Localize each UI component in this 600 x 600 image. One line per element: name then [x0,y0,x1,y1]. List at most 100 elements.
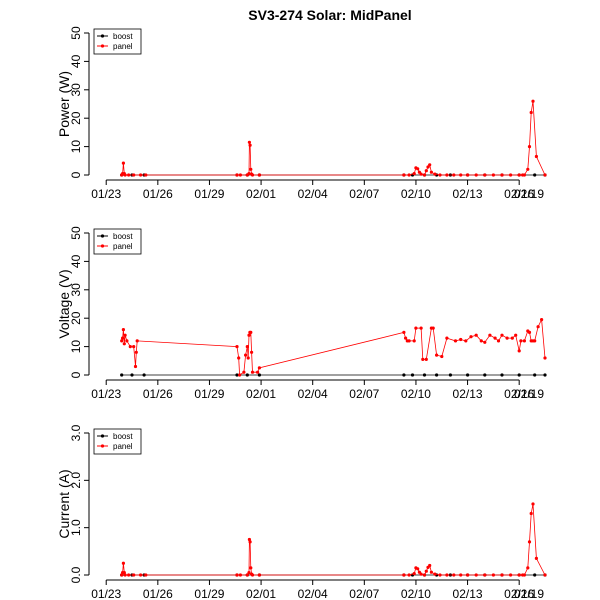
y-tick-label: 3.0 [69,424,83,441]
data-point-panel [256,370,260,374]
data-point-panel [424,169,428,173]
data-point-panel [496,339,501,343]
x-tick-label: 02/10 [401,387,431,401]
data-point-panel [428,563,432,568]
data-point-boost [466,373,470,377]
y-tick-label: 50 [69,226,83,240]
data-point-panel [459,173,463,177]
data-point-boost [483,373,487,377]
data-point-panel [134,350,138,354]
data-point-boost [257,373,261,377]
legend-marker-boost [100,34,105,38]
data-point-panel [474,573,478,577]
data-point-panel [238,573,242,577]
data-point-panel [500,173,504,177]
data-point-panel [424,569,428,573]
x-tick-label: 02/04 [298,587,328,600]
data-point-panel [249,167,253,171]
data-point-panel [250,573,255,577]
data-point-panel [121,328,125,332]
x-tick-label: 02/16 [504,187,534,201]
data-point-panel [543,573,547,577]
data-point-panel [505,336,509,340]
data-point-boost [120,373,124,377]
data-point-panel [466,573,470,577]
data-point-panel [245,345,249,349]
data-point-panel [479,339,483,343]
data-point-panel [121,161,125,165]
data-point-panel [543,173,547,177]
figure-title: SV3-274 Solar: MidPanel [248,7,411,23]
data-point-panel [438,173,442,177]
y-tick-label: 30 [69,83,83,97]
data-point-panel [483,340,487,344]
data-point-panel [246,356,250,360]
data-point-boost [435,373,439,377]
data-point-boost [500,373,504,377]
data-point-panel [422,573,427,577]
y-tick-label: 20 [69,311,83,325]
data-point-panel [483,173,487,177]
data-point-panel [527,330,532,334]
x-tick-label: 02/04 [298,187,328,201]
legend-label-panel: panel [113,442,133,451]
data-point-panel [407,573,411,577]
data-point-boost [422,373,427,377]
data-point-panel [429,570,433,574]
x-tick-label: 02/19 [514,387,544,401]
series-line-panel [121,503,546,576]
y-axis-label: Voltage (V) [56,269,72,338]
data-point-boost [543,373,547,377]
y-tick-label: 1.0 [69,519,83,536]
data-point-boost [517,373,521,377]
data-point-panel [522,573,527,577]
data-point-panel [453,339,458,343]
data-point-panel [419,172,423,176]
data-point-panel [235,345,239,349]
x-tick-label: 01/26 [143,387,173,401]
data-point-boost [410,373,415,377]
y-axis-label: Power (W) [56,71,72,137]
data-point-boost [245,373,249,377]
x-tick-label: 02/19 [514,187,544,201]
legend-label-boost: boost [113,432,133,441]
legend-box [93,28,142,55]
data-point-panel [133,364,138,369]
data-point-panel [235,173,239,177]
x-tick-label: 02/10 [401,187,431,201]
x-tick-label: 01/23 [91,187,121,201]
series-line-panel [121,318,546,376]
data-point-panel [144,573,148,577]
data-point-panel [248,143,252,147]
data-point-panel [121,336,125,340]
data-point-panel [123,573,127,577]
data-point-panel [500,333,504,337]
legend-label-boost: boost [113,32,133,41]
data-point-panel [452,573,456,577]
x-tick-label: 01/26 [143,587,173,600]
data-point-panel [247,571,251,575]
data-point-panel [510,336,514,340]
data-point-panel [402,173,406,177]
y-tick-label: 30 [69,283,83,297]
data-point-panel [249,330,253,334]
data-point-panel [483,573,487,577]
data-point-panel [122,342,126,346]
data-point-panel [120,339,124,343]
data-point-panel [257,573,261,577]
data-point-panel [247,140,251,144]
data-point-panel [419,572,423,576]
x-tick-label: 01/26 [143,187,173,201]
data-point-panel [422,173,427,177]
data-point-panel [431,326,435,330]
y-tick-label: 40 [69,54,83,68]
data-point-panel [132,573,136,577]
data-point-panel [491,573,495,577]
data-point-panel [416,167,420,171]
data-point-panel [421,357,425,361]
data-point-panel [244,353,248,357]
data-point-panel [122,571,126,575]
data-point-panel [534,154,539,159]
data-point-panel [132,345,136,349]
data-point-panel [438,573,442,577]
